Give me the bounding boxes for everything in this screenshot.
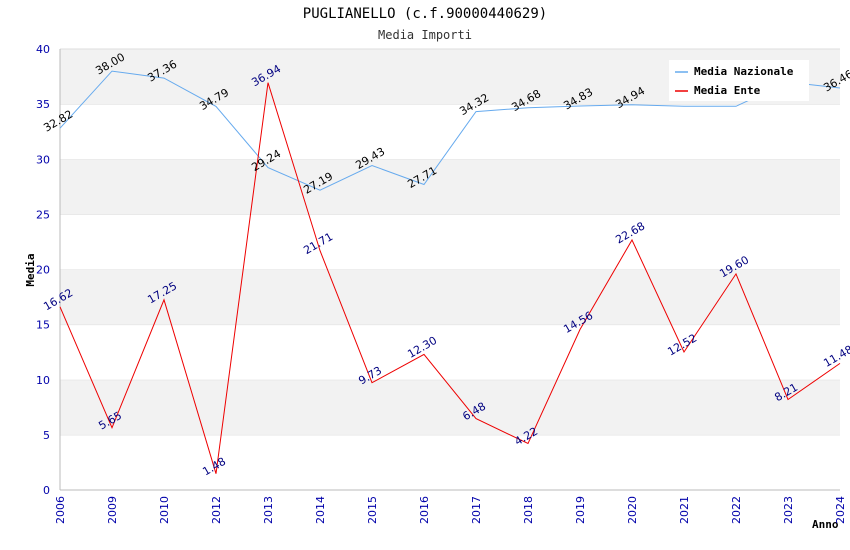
series-line-media-nazionale xyxy=(59,70,841,191)
y-tick-label: 25 xyxy=(36,208,50,221)
legend-label-media-ente: Media Ente xyxy=(694,84,761,97)
x-tick-label: 2017 xyxy=(470,496,483,524)
y-tick-label: 15 xyxy=(36,319,50,332)
x-tick-label: 2013 xyxy=(262,496,275,524)
x-tick-label: 2018 xyxy=(522,496,535,524)
x-tick-label: 2021 xyxy=(678,496,691,524)
y-tick-label: 20 xyxy=(36,264,50,277)
series-line-media-ente xyxy=(59,82,841,474)
x-tick-label: 2014 xyxy=(314,496,327,524)
x-tick-labels: 2006 2009 2010 2012 2013 2014 2015 2016 2017 2018… xyxy=(54,496,847,524)
grid-band xyxy=(60,104,840,160)
x-tick-label: 2023 xyxy=(782,496,795,524)
y-tick-labels: 0 5 10 15 20 25 30 35 40 xyxy=(36,43,50,497)
legend-label-media-nazionale: Media Nazionale xyxy=(694,65,794,78)
x-tick-label: 2022 xyxy=(730,496,743,524)
grid-band xyxy=(60,159,840,215)
grid-band xyxy=(60,434,840,490)
x-tick-label: 2012 xyxy=(210,496,223,524)
x-tick-label: 2010 xyxy=(158,496,171,524)
x-tick-label: 2019 xyxy=(574,496,587,524)
grid-band xyxy=(60,269,840,325)
x-tick-label: 2020 xyxy=(626,496,639,524)
y-tick-label: 0 xyxy=(43,484,50,497)
x-axis-label: Anno xyxy=(812,518,839,531)
y-tick-label: 5 xyxy=(43,429,50,442)
x-tick-label: 2024 xyxy=(834,496,847,524)
y-tick-label: 35 xyxy=(36,98,50,111)
legend: Media Nazionale Media Ente xyxy=(669,60,809,101)
grid-band xyxy=(60,324,840,380)
y-tick-label: 30 xyxy=(36,153,50,166)
chart-title: PUGLIANELLO (c.f.90000440629) xyxy=(303,6,547,22)
x-tick-label: 2016 xyxy=(418,496,431,524)
series-lines xyxy=(59,70,841,474)
x-tick-label: 2009 xyxy=(106,496,119,524)
y-tick-label: 10 xyxy=(36,374,50,387)
axes xyxy=(59,49,840,491)
y-tick-label: 40 xyxy=(36,43,50,56)
legend-box xyxy=(669,60,809,101)
x-tick-label: 2006 xyxy=(54,496,67,524)
grid-band xyxy=(60,379,840,435)
x-tick-label: 2015 xyxy=(366,496,379,524)
y-axis-label: Media xyxy=(24,253,37,286)
chart-subtitle: Media Importi xyxy=(378,28,472,42)
grid-band xyxy=(60,214,840,270)
